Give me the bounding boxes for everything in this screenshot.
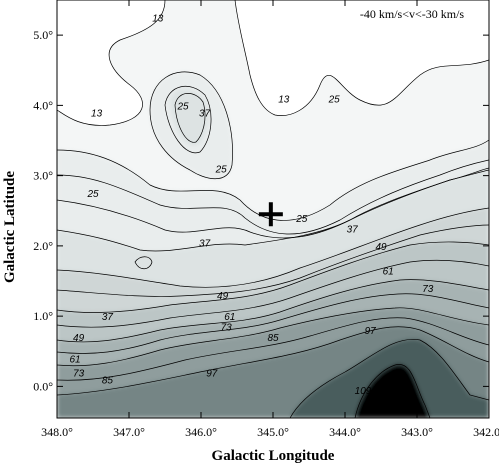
x-tick-label: 345.0° [257, 425, 289, 439]
contour-label: 25 [295, 214, 308, 225]
contour-label: 13 [91, 108, 103, 119]
contour-line [57, 260, 489, 328]
contour-label: 97 [206, 368, 218, 379]
x-tick-label: 342.0° [473, 425, 499, 439]
contour-label: 73 [221, 323, 233, 334]
contour-label: 25 [86, 189, 99, 200]
y-tick-label: 2.0° [33, 239, 53, 253]
contour-label: 25 [328, 94, 341, 105]
contour-label: 73 [73, 368, 85, 379]
y-tick-label: 4.0° [33, 98, 53, 112]
contour-lines [57, 0, 489, 418]
contour-line [289, 338, 489, 418]
contour-line [57, 207, 489, 288]
fill-level-13-right [235, 0, 489, 116]
contour-line [57, 0, 166, 126]
contour-line [134, 256, 153, 270]
contour-line [57, 293, 489, 354]
contour-label: 25 [215, 165, 228, 176]
velocity-range-annotation: -40 km/s<v<-30 km/s [360, 7, 465, 21]
fill-level-37-island [170, 88, 209, 146]
fill-level-13 [57, 0, 165, 126]
x-tick-label: 344.0° [329, 425, 361, 439]
contour-line [57, 326, 489, 396]
annotation-box [340, 4, 485, 24]
contour-label: 37 [199, 108, 211, 119]
contour-line [57, 307, 489, 367]
contour-line [57, 279, 489, 343]
contour-label: 85 [102, 375, 114, 386]
x-tick-label: 348.0° [41, 425, 73, 439]
contour-label: 37 [347, 224, 359, 235]
contour-line [149, 71, 233, 180]
contour-label: 61 [224, 312, 235, 323]
y-tick-label: 0.0° [33, 379, 53, 393]
x-axis: 348.0° 347.0° 346.0° 345.0° 344.0° 343.0° 342.… [41, 0, 499, 439]
y-axis: 0.0° 1.0° 2.0° 3.0° 4.0° 5.0° [33, 28, 489, 393]
fill-level-peak [355, 364, 430, 418]
y-tick-label: 5.0° [33, 28, 53, 42]
plus-marker-icon [258, 202, 283, 227]
contour-line [234, 0, 489, 116]
contour-line [174, 93, 206, 143]
contour-line [57, 317, 489, 381]
contour-label: 49 [375, 242, 387, 253]
contour-label: 73 [422, 284, 434, 295]
contour-label: 37 [199, 238, 211, 249]
contour-line [354, 364, 431, 418]
x-tick-label: 343.0° [401, 425, 433, 439]
contour-line [57, 159, 489, 235]
contour-label: 25 [176, 101, 189, 112]
contour-line [57, 224, 489, 297]
contour-label: 61 [69, 354, 80, 365]
contour-line [57, 241, 489, 313]
x-tick-label: 346.0° [185, 425, 217, 439]
contour-line [164, 85, 212, 154]
contour-line [57, 167, 489, 252]
contour-label: 85 [267, 333, 279, 344]
contour-label: 49 [73, 333, 85, 344]
x-axis-label: Galactic Longitude [212, 448, 335, 464]
contour-label: 97 [365, 326, 377, 337]
contour-label: 13 [278, 94, 290, 105]
y-axis-label: Galactic Latitude [2, 171, 18, 283]
contour-label: 61 [383, 266, 394, 277]
contour-label: 109 [355, 386, 372, 397]
y-tick-label: 1.0° [33, 309, 53, 323]
contour-label: 49 [217, 291, 229, 302]
contour-label: 13 [152, 14, 164, 25]
x-tick-label: 347.0° [113, 425, 145, 439]
source-marker [258, 202, 283, 227]
y-tick-label: 3.0° [33, 169, 53, 183]
contour-label: 37 [102, 312, 114, 323]
